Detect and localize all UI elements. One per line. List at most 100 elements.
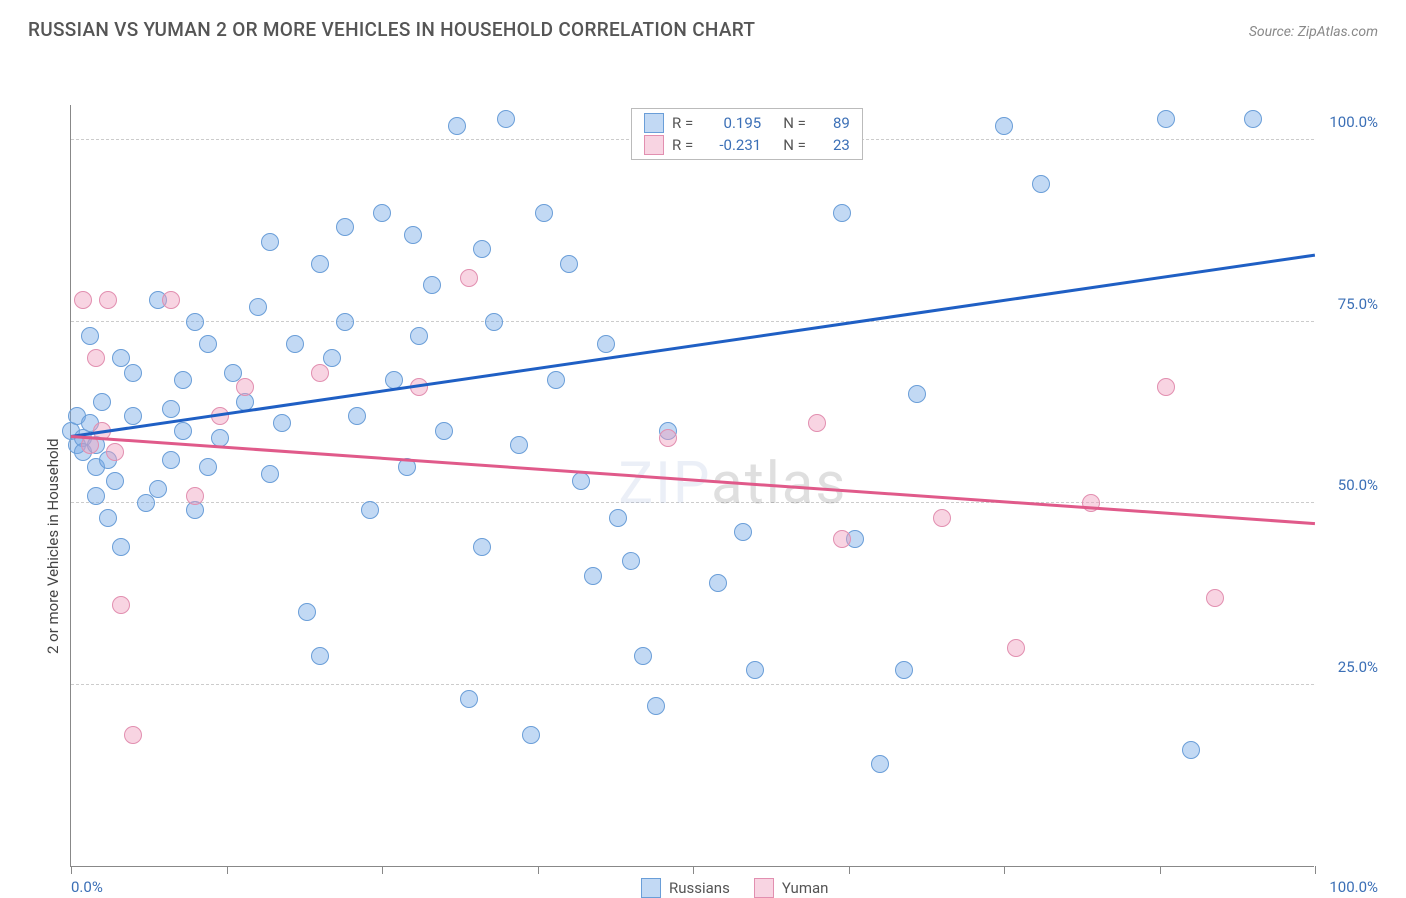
data-point (404, 226, 422, 244)
y-tick-label: 100.0% (1329, 113, 1378, 131)
data-point (485, 313, 503, 331)
legend-n-value: 89 (820, 114, 850, 132)
data-point (162, 451, 180, 469)
data-point (734, 523, 752, 541)
data-point (908, 385, 926, 403)
data-point (933, 509, 951, 527)
data-point (311, 255, 329, 273)
y-tick-label: 50.0% (1338, 476, 1378, 494)
data-point (584, 567, 602, 585)
data-point (497, 110, 515, 128)
data-point (261, 465, 279, 483)
legend-stats: R =0.195N =89R =-0.231N =23 (631, 108, 863, 160)
plot-area: 25.0%50.0%75.0%100.0%0.0%100.0%ZIPatlasR… (70, 105, 1314, 867)
data-point (423, 276, 441, 294)
data-point (522, 726, 540, 744)
data-point (162, 400, 180, 418)
data-point (124, 407, 142, 425)
data-point (609, 509, 627, 527)
data-point (112, 538, 130, 556)
data-point (1244, 110, 1262, 128)
data-point (174, 371, 192, 389)
data-point (995, 117, 1013, 135)
data-point (87, 349, 105, 367)
data-point (174, 422, 192, 440)
data-point (298, 603, 316, 621)
legend-series-name: Yuman (782, 879, 829, 897)
trend-line (71, 254, 1315, 438)
data-point (435, 422, 453, 440)
data-point (510, 436, 528, 454)
data-point (895, 661, 913, 679)
data-point (473, 538, 491, 556)
data-point (460, 690, 478, 708)
data-point (336, 313, 354, 331)
data-point (348, 407, 366, 425)
legend-n-label: N = (783, 136, 806, 154)
legend-row: R = 0.195 N = 89 (644, 113, 850, 133)
data-point (460, 269, 478, 287)
data-point (311, 364, 329, 382)
data-point (361, 501, 379, 519)
legend-r-value: -0.231 (707, 136, 761, 154)
x-tick (538, 866, 539, 874)
data-point (236, 378, 254, 396)
legend-r-value: 0.195 (707, 114, 761, 132)
data-point (186, 487, 204, 505)
data-point (833, 530, 851, 548)
legend-item: Yuman (754, 878, 829, 898)
legend-n-label: N = (783, 114, 806, 132)
x-tick (71, 866, 72, 874)
data-point (87, 487, 105, 505)
y-axis-label: 2 or more Vehicles in Household (44, 438, 62, 654)
data-point (473, 240, 491, 258)
data-point (149, 480, 167, 498)
data-point (106, 472, 124, 490)
data-point (106, 443, 124, 461)
chart-header: RUSSIAN VS YUMAN 2 OR MORE VEHICLES IN H… (0, 0, 1406, 49)
data-point (634, 647, 652, 665)
data-point (286, 335, 304, 353)
x-min-label: 0.0% (71, 878, 103, 896)
data-point (1182, 741, 1200, 759)
gridline (71, 321, 1314, 322)
data-point (647, 697, 665, 715)
data-point (746, 661, 764, 679)
data-point (622, 552, 640, 570)
chart-title: RUSSIAN VS YUMAN 2 OR MORE VEHICLES IN H… (28, 18, 755, 41)
data-point (323, 349, 341, 367)
legend-item: Russians (641, 878, 730, 898)
data-point (808, 414, 826, 432)
legend-r-label: R = (672, 136, 693, 154)
x-tick (1004, 866, 1005, 874)
data-point (709, 574, 727, 592)
data-point (137, 494, 155, 512)
gridline (71, 684, 1314, 685)
data-point (373, 204, 391, 222)
data-point (1082, 494, 1100, 512)
data-point (1007, 639, 1025, 657)
legend-swatch (641, 878, 661, 898)
data-point (74, 291, 92, 309)
data-point (1157, 110, 1175, 128)
legend-r-label: R = (672, 114, 693, 132)
data-point (311, 647, 329, 665)
data-point (93, 393, 111, 411)
x-tick (1315, 866, 1316, 874)
gridline (71, 502, 1314, 503)
data-point (833, 204, 851, 222)
data-point (448, 117, 466, 135)
data-point (186, 313, 204, 331)
x-max-label: 100.0% (1329, 878, 1378, 896)
data-point (560, 255, 578, 273)
chart-source: Source: ZipAtlas.com (1249, 24, 1378, 40)
data-point (162, 291, 180, 309)
x-tick (693, 866, 694, 874)
x-tick (382, 866, 383, 874)
data-point (261, 233, 279, 251)
legend-swatch (754, 878, 774, 898)
trend-line (71, 435, 1315, 525)
x-tick (849, 866, 850, 874)
data-point (1157, 378, 1175, 396)
data-point (597, 335, 615, 353)
